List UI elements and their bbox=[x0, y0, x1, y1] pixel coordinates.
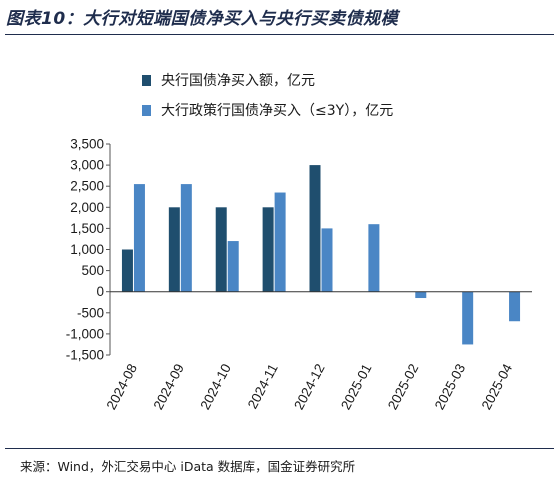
x-tick-label: 2025-01 bbox=[338, 361, 375, 412]
bar-pboc bbox=[215, 207, 227, 292]
y-tick-label: 2,500 bbox=[70, 179, 104, 194]
legend-label-banks: 大行政策行国债净买入（≤3Y），亿元 bbox=[161, 103, 394, 119]
x-tick-label: 2024-10 bbox=[197, 361, 234, 412]
bar-banks bbox=[133, 184, 145, 292]
y-tick-label: -1,000 bbox=[66, 326, 104, 341]
chart-title: 图表10：大行对短端国债净买入与央行买卖债规模 bbox=[6, 9, 399, 29]
y-tick-label: 1,000 bbox=[70, 242, 104, 257]
legend-label-pboc: 央行国债净买入额，亿元 bbox=[161, 73, 315, 89]
y-tick-label: 3,000 bbox=[70, 158, 104, 173]
legend-item-banks: 大行政策行国债净买入（≤3Y），亿元 bbox=[142, 100, 393, 120]
x-tick-label: 2025-03 bbox=[432, 361, 469, 412]
bar-banks bbox=[274, 192, 286, 292]
y-tick-label: 500 bbox=[81, 263, 104, 278]
bar-banks bbox=[180, 184, 192, 292]
y-tick-label: 1,500 bbox=[70, 221, 104, 236]
bar-banks bbox=[321, 228, 333, 292]
footer-divider bbox=[5, 448, 554, 449]
y-tick-label: 2,000 bbox=[70, 200, 104, 215]
x-tick-label: 2024-09 bbox=[150, 361, 187, 412]
y-tick-label: 0 bbox=[96, 284, 104, 299]
bar-banks bbox=[462, 291, 474, 345]
legend-swatch-banks bbox=[142, 104, 151, 116]
title-divider bbox=[5, 34, 554, 35]
y-tick-label: -500 bbox=[77, 305, 104, 320]
bar-pboc bbox=[168, 207, 180, 292]
legend-swatch-pboc bbox=[142, 74, 151, 86]
x-tick-label: 2025-02 bbox=[385, 361, 422, 412]
bar-pboc bbox=[121, 249, 133, 292]
bar-pboc bbox=[309, 165, 321, 292]
x-tick-label: 2024-11 bbox=[245, 361, 281, 411]
x-tick-label: 2024-08 bbox=[104, 361, 141, 412]
source-note: 来源：Wind，外汇交易中心 iData 数据库，国金证券研究所 bbox=[20, 459, 356, 474]
bar-pboc bbox=[262, 207, 274, 292]
x-tick-label: 2025-04 bbox=[479, 361, 516, 412]
x-tick-label: 2024-12 bbox=[291, 361, 328, 412]
bar-banks bbox=[509, 291, 521, 322]
bar-banks bbox=[368, 224, 380, 292]
y-tick-label: -1,500 bbox=[66, 348, 104, 363]
y-tick-label: 3,500 bbox=[70, 137, 104, 152]
bar-banks bbox=[415, 291, 427, 299]
legend-item-pboc: 央行国债净买入额，亿元 bbox=[142, 70, 315, 90]
bar-banks bbox=[227, 241, 239, 292]
